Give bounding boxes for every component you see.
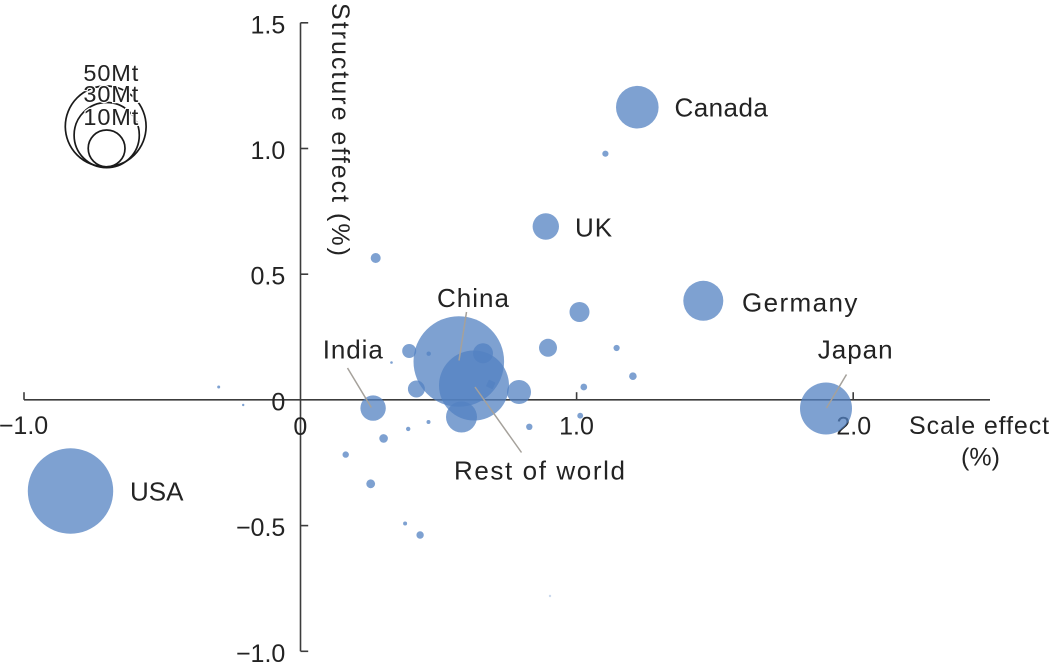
svg-text:UK: UK: [575, 212, 613, 242]
svg-text:0: 0: [293, 413, 307, 441]
svg-text:China: China: [437, 283, 510, 313]
svg-text:−1.0: −1.0: [0, 412, 48, 440]
svg-text:Japan: Japan: [818, 334, 894, 364]
svg-text:Rest of world: Rest of world: [454, 456, 627, 486]
svg-text:Structure effect (%): Structure effect (%): [326, 3, 354, 258]
svg-text:India: India: [323, 335, 384, 365]
svg-text:50Mt: 50Mt: [83, 60, 139, 86]
svg-text:−0.5: −0.5: [236, 514, 285, 542]
svg-text:0.5: 0.5: [251, 263, 286, 291]
svg-text:1.5: 1.5: [251, 11, 286, 39]
svg-text:−1.0: −1.0: [236, 640, 285, 668]
svg-text:1.0: 1.0: [251, 137, 286, 165]
svg-text:10Mt: 10Mt: [83, 104, 139, 130]
svg-text:Canada: Canada: [675, 93, 769, 123]
svg-text:1.0: 1.0: [559, 412, 594, 440]
svg-text:USA: USA: [130, 477, 184, 507]
svg-text:Germany: Germany: [742, 287, 859, 317]
svg-text:Scale effect: Scale effect: [909, 412, 1050, 440]
svg-text:0: 0: [271, 388, 285, 416]
svg-text:(%): (%): [961, 444, 1000, 472]
svg-text:30Mt: 30Mt: [83, 81, 139, 107]
